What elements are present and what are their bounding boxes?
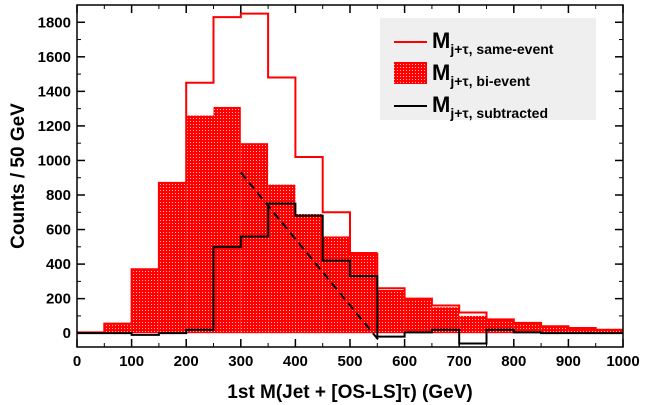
subtracted-line [77, 202, 623, 345]
y-axis-title: Counts / 50 GeV [8, 103, 29, 249]
y-tick-labels: 0 200 400 600 800 1000 1200 1400 1600 1800 [38, 14, 71, 342]
bi-event-bar [404, 298, 432, 334]
x-tick-label: 100 [119, 353, 144, 370]
legend-bi-event-swatch [394, 62, 427, 84]
legend-subtracted-label: Mj+τ, subtracted [432, 92, 548, 121]
x-tick-label: 900 [556, 353, 581, 370]
x-tick-labels: 0 100 200 300 400 500 600 700 800 900 1000 [73, 353, 640, 370]
y-tick-label: 1200 [38, 118, 71, 135]
x-tick-label: 500 [337, 353, 362, 370]
bi-event-bar [213, 106, 241, 334]
bi-event-bar [186, 115, 214, 334]
bi-event-bar [104, 324, 132, 334]
bi-event-bar [295, 214, 323, 334]
bi-event-bar [158, 182, 187, 334]
x-tick-label: 200 [174, 353, 199, 370]
x-axis-title: 1st M(Jet + [OS-LS]τ) (GeV) [227, 382, 472, 403]
bi-event-bar [513, 322, 542, 334]
x-tick-label: 800 [501, 353, 526, 370]
bi-event-bar [350, 252, 378, 334]
legend-same-event-label: Mj+τ, same-event [432, 28, 554, 57]
y-tick-label: 0 [63, 325, 71, 342]
y-tick-label: 600 [46, 222, 71, 239]
bi-event-bar [459, 315, 487, 334]
x-tick-label: 1000 [606, 353, 639, 370]
bi-event-bar [377, 290, 405, 334]
x-tick-label: 300 [228, 353, 253, 370]
bi-event-bar [486, 319, 514, 334]
bi-event-bar [322, 236, 350, 334]
same-event-line [77, 12, 623, 334]
y-tick-label: 1600 [38, 49, 71, 66]
axis-ticks [76, 5, 624, 347]
x-tick-label: 0 [73, 353, 81, 370]
x-tick-label: 600 [392, 353, 417, 370]
bi-event-bar [568, 328, 596, 334]
bi-event-bar [595, 329, 623, 334]
legend: Mj+τ, same-event Mj+τ, bi-event Mj+τ, su… [380, 18, 596, 121]
x-tick-label: 700 [447, 353, 472, 370]
y-tick-label: 1000 [38, 152, 71, 169]
bi-event-bar [240, 143, 269, 334]
bi-event-bar [131, 269, 159, 334]
bi-event-bar [268, 184, 296, 334]
y-tick-label: 200 [46, 291, 71, 308]
y-tick-label: 800 [46, 187, 71, 204]
bi-event-bar [541, 326, 569, 334]
series-lines [77, 12, 623, 345]
y-tick-label: 400 [46, 256, 71, 273]
y-tick-label: 1400 [38, 83, 71, 100]
bi-event-bars [77, 106, 623, 334]
legend-bi-event-label: Mj+τ, bi-event [432, 60, 530, 89]
x-tick-label: 400 [283, 353, 308, 370]
fit-line [240, 171, 381, 343]
y-tick-label: 1800 [38, 14, 71, 31]
